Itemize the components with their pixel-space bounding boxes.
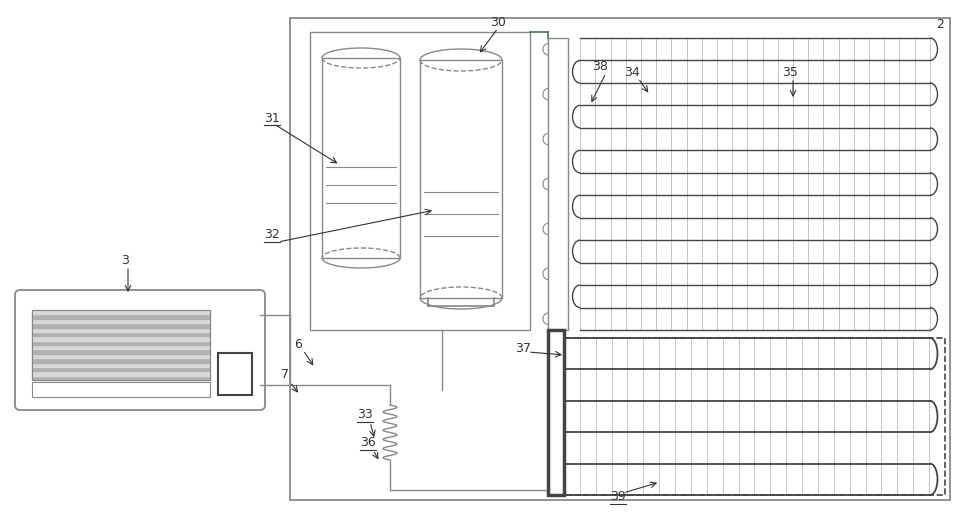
- FancyBboxPatch shape: [15, 290, 265, 410]
- Bar: [420, 60, 502, 298]
- Bar: [32, 382, 210, 397]
- Bar: [218, 353, 252, 395]
- Text: 39: 39: [610, 491, 626, 504]
- Bar: [310, 32, 530, 330]
- Bar: [548, 38, 568, 330]
- Bar: [32, 310, 210, 380]
- Text: 35: 35: [782, 66, 798, 79]
- Text: 34: 34: [624, 66, 640, 79]
- Text: 2: 2: [936, 18, 944, 31]
- Text: 33: 33: [357, 409, 373, 421]
- Text: 36: 36: [360, 436, 376, 449]
- Text: 3: 3: [121, 254, 129, 267]
- Text: 7: 7: [281, 369, 289, 382]
- Text: 30: 30: [490, 16, 505, 29]
- Bar: [548, 330, 564, 495]
- Bar: [548, 338, 945, 495]
- Text: 38: 38: [592, 61, 608, 74]
- Text: 32: 32: [264, 229, 280, 242]
- Bar: [290, 18, 950, 500]
- Text: 6: 6: [294, 338, 302, 351]
- Bar: [322, 58, 400, 258]
- Text: 31: 31: [264, 112, 280, 125]
- Text: 37: 37: [515, 341, 530, 354]
